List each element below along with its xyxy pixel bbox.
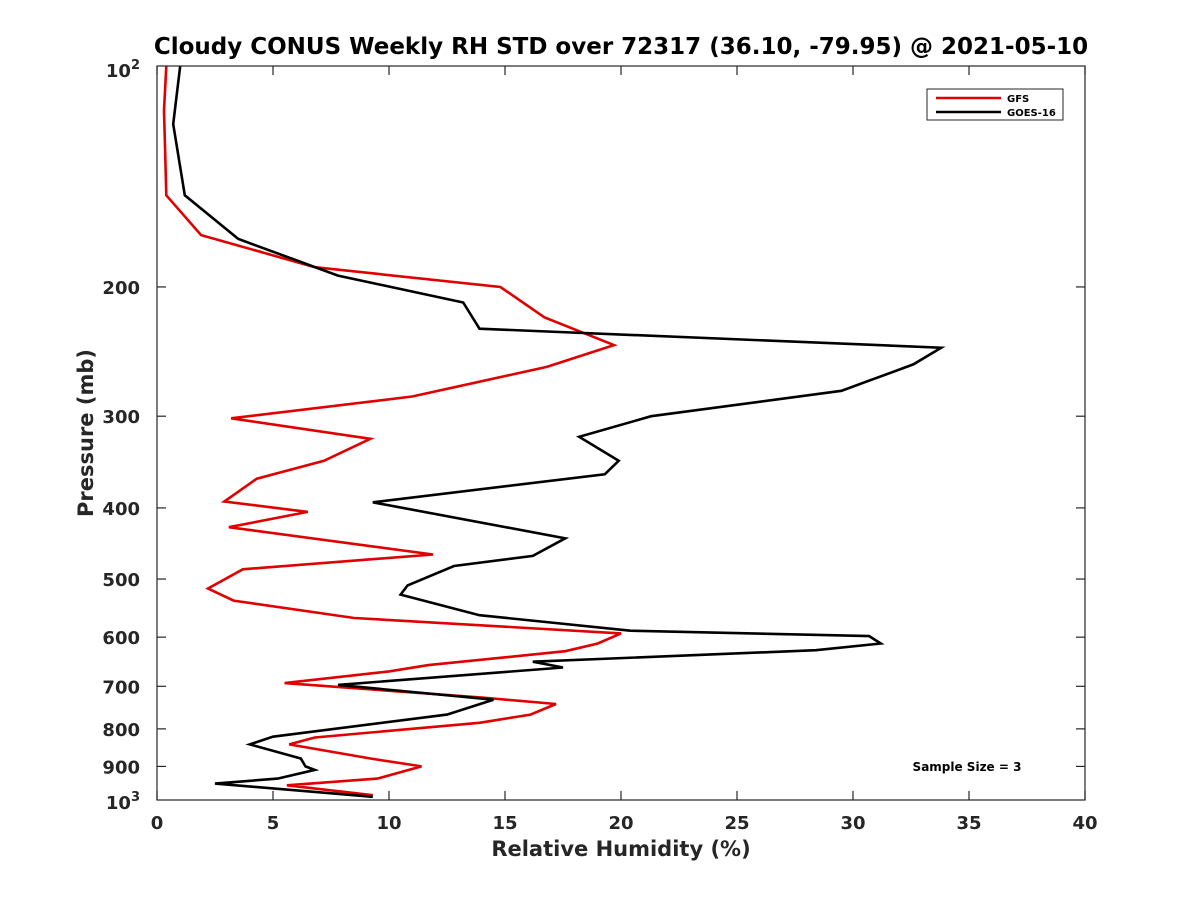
- y-tick-bottom-base: 10: [106, 793, 131, 814]
- y-tick-label-bottom: 103: [106, 790, 140, 814]
- y-tick-top-exponent: 2: [131, 58, 140, 73]
- legend-box: [926, 88, 1064, 121]
- x-tick-label: 5: [267, 813, 280, 834]
- series-layer: [162, 65, 946, 799]
- legend-label: GOES-16: [1007, 108, 1056, 119]
- x-tick-label: 30: [840, 813, 865, 834]
- x-tick-label: 0: [151, 813, 164, 834]
- y-tick-label: 600: [102, 628, 140, 649]
- y-tick-label: 500: [102, 570, 140, 591]
- chart-title: Cloudy CONUS Weekly RH STD over 72317 (3…: [154, 34, 1088, 60]
- x-tick-label: 10: [376, 813, 401, 834]
- x-axis-label: Relative Humidity (%): [491, 837, 750, 861]
- y-tick-label: 400: [102, 499, 140, 520]
- series-line-gfs: [162, 65, 622, 797]
- x-tick-label: 35: [956, 813, 981, 834]
- y-axis-label: Pressure (mb): [74, 349, 98, 517]
- x-tick-label: 15: [492, 813, 517, 834]
- y-tick-bottom-exponent: 3: [131, 790, 140, 805]
- legend: GFS GOES-16: [926, 88, 1064, 121]
- y-tick-label: 700: [102, 677, 140, 698]
- y-tick-top-base: 10: [106, 61, 131, 82]
- y-tick-label: 900: [102, 757, 140, 778]
- legend-label: GFS: [1007, 94, 1029, 105]
- y-tick-label: 800: [102, 720, 140, 741]
- series-line-goes-16: [171, 65, 946, 799]
- sample-size-annotation: Sample Size = 3: [913, 760, 1022, 774]
- y-tick-label: 300: [102, 407, 140, 428]
- y-tick-label-top: 102: [106, 58, 140, 82]
- y-axis-ticks: 200 300 400 500 600 700 800 900: [102, 278, 1085, 778]
- x-tick-label: 25: [724, 813, 749, 834]
- plot-area: 0 5 10 15 20 25 30 35 40 200 300 400 500 600 700 800 90…: [102, 65, 1098, 834]
- y-tick-label: 200: [102, 278, 140, 299]
- x-tick-label: 40: [1072, 813, 1097, 834]
- x-tick-label: 20: [608, 813, 633, 834]
- x-axis-ticks: 0 5 10 15 20 25 30 35 40: [151, 66, 1098, 834]
